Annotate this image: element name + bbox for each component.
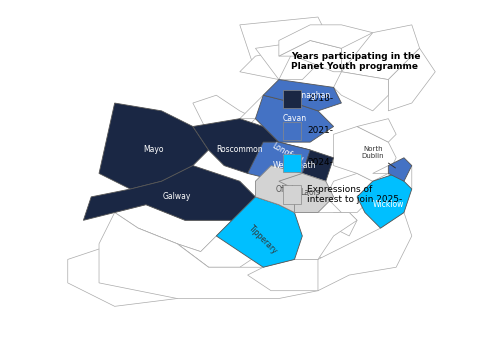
Polygon shape (99, 213, 333, 299)
FancyBboxPatch shape (283, 122, 301, 140)
Polygon shape (256, 165, 326, 213)
Polygon shape (256, 95, 333, 142)
Polygon shape (271, 142, 333, 189)
Text: Wicklow: Wicklow (373, 200, 404, 209)
Polygon shape (263, 80, 342, 111)
Polygon shape (279, 174, 333, 213)
Text: Mayo: Mayo (143, 145, 164, 155)
Text: Offaly: Offaly (275, 184, 298, 194)
Polygon shape (333, 72, 388, 111)
Polygon shape (256, 40, 342, 80)
Polygon shape (318, 213, 412, 291)
Text: Expressions of
interest to join 2025-: Expressions of interest to join 2025- (307, 185, 402, 204)
Text: Westmeath: Westmeath (273, 161, 316, 170)
Polygon shape (68, 228, 209, 306)
FancyBboxPatch shape (283, 89, 301, 108)
Polygon shape (83, 165, 256, 220)
Polygon shape (99, 103, 209, 189)
Polygon shape (216, 197, 302, 267)
Polygon shape (177, 220, 263, 267)
Text: Tipperary: Tipperary (247, 224, 279, 256)
Text: Cavan: Cavan (283, 114, 306, 123)
Polygon shape (193, 119, 279, 174)
Polygon shape (333, 213, 357, 236)
Text: Roscommon: Roscommon (216, 145, 263, 155)
Polygon shape (326, 174, 373, 213)
Text: 2021-: 2021- (307, 126, 333, 135)
Polygon shape (240, 17, 333, 72)
Polygon shape (357, 174, 412, 228)
Text: Laois: Laois (300, 188, 320, 197)
Text: 2018-: 2018- (307, 94, 333, 103)
Polygon shape (115, 205, 232, 252)
Text: Galway: Galway (163, 192, 192, 201)
Polygon shape (247, 142, 310, 181)
Polygon shape (388, 158, 412, 181)
Polygon shape (373, 165, 412, 189)
Text: Longford: Longford (270, 141, 304, 166)
Text: North
Dublin: North Dublin (361, 146, 395, 168)
Text: 2024-: 2024- (307, 158, 333, 167)
Polygon shape (333, 126, 396, 181)
FancyBboxPatch shape (283, 185, 301, 204)
Polygon shape (240, 95, 279, 126)
Polygon shape (247, 259, 333, 291)
Polygon shape (279, 25, 373, 56)
Polygon shape (342, 25, 420, 80)
Polygon shape (287, 213, 357, 259)
Polygon shape (357, 119, 396, 142)
Polygon shape (240, 48, 318, 80)
Polygon shape (388, 48, 435, 111)
Polygon shape (193, 95, 256, 134)
Polygon shape (279, 40, 342, 72)
Text: Monaghan: Monaghan (290, 91, 330, 100)
FancyBboxPatch shape (283, 154, 301, 172)
Text: Years participating in the
Planet Youth programme: Years participating in the Planet Youth … (291, 52, 421, 71)
